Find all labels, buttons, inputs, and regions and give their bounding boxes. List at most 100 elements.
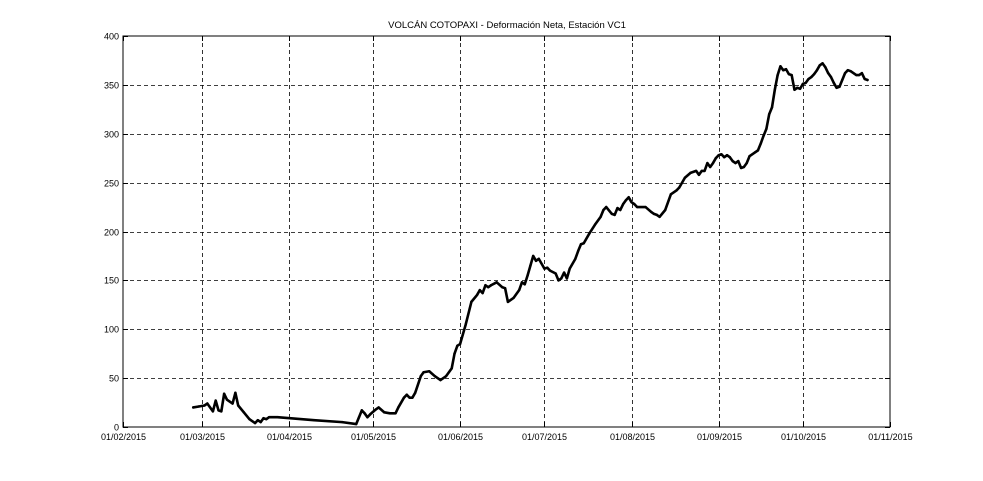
data-point: [652, 212, 656, 216]
data-point: [838, 85, 841, 89]
y-tick-label: 300: [104, 130, 119, 140]
data-point: [206, 402, 209, 405]
data-point: [554, 272, 557, 275]
data-point: [470, 300, 473, 304]
data-point: [613, 213, 616, 217]
y-tick-label: 50: [109, 374, 119, 384]
data-point: [675, 189, 678, 192]
data-point: [649, 210, 653, 214]
data-point: [796, 86, 799, 90]
data-point: [624, 199, 628, 202]
data-point: [753, 151, 757, 154]
data-point: [526, 274, 529, 277]
data-point: [683, 176, 687, 179]
data-point: [419, 374, 423, 378]
data-point: [762, 134, 765, 137]
data-point: [405, 393, 408, 396]
data-point: [242, 411, 246, 414]
data-point: [220, 410, 223, 413]
y-tick-label: 100: [104, 325, 119, 335]
grid: [123, 36, 890, 427]
data-point: [383, 411, 386, 414]
data-point: [548, 269, 552, 272]
data-point: [574, 257, 577, 261]
data-point: [863, 77, 866, 81]
data-point: [439, 378, 442, 382]
data-point: [509, 298, 512, 302]
data-point: [501, 286, 504, 289]
plot-frame: [122, 35, 891, 428]
data-point: [841, 78, 844, 82]
data-point: [481, 291, 484, 295]
data-point: [703, 169, 706, 173]
data-point: [801, 82, 805, 86]
data-point: [520, 281, 524, 284]
data-point: [203, 404, 206, 407]
data-point: [689, 171, 692, 175]
data-point: [815, 69, 819, 72]
data-point: [267, 416, 271, 419]
data-point: [664, 208, 667, 212]
data-point: [759, 142, 762, 145]
data-point: [394, 412, 397, 415]
data-point: [517, 288, 521, 292]
data-point: [829, 75, 833, 79]
data-point: [723, 156, 726, 159]
data-point: [402, 396, 406, 399]
data-point: [708, 165, 712, 169]
x-tick-label: 01/05/2015: [351, 432, 396, 442]
data-point: [576, 249, 580, 253]
data-point: [616, 206, 619, 210]
data-point: [444, 374, 448, 378]
data-point: [807, 77, 810, 81]
data-point: [192, 406, 195, 409]
data-point: [824, 66, 827, 69]
data-point: [487, 286, 490, 289]
data-point: [377, 406, 380, 409]
data-point: [731, 159, 734, 163]
data-point: [458, 342, 462, 346]
data-point: [798, 87, 802, 90]
data-point: [714, 156, 718, 160]
data-point: [756, 149, 760, 152]
data-point: [630, 200, 633, 204]
y-tick-label: 0: [114, 423, 119, 433]
x-tick-label: 01/10/2015: [781, 432, 826, 442]
data-point: [495, 281, 498, 284]
data-point: [214, 399, 217, 402]
data-point: [422, 371, 425, 374]
data-point: [582, 242, 585, 245]
data-point: [248, 417, 251, 421]
data-point: [605, 205, 608, 209]
data-point: [737, 159, 740, 163]
data-point: [363, 412, 366, 415]
x-tick-label: 01/11/2015: [868, 432, 912, 442]
data-point: [818, 64, 821, 67]
data-point: [602, 208, 605, 212]
data-point: [697, 173, 701, 177]
data-point: [369, 413, 372, 416]
data-point: [765, 127, 768, 131]
x-tick-label: 01/06/2015: [438, 432, 483, 442]
data-point: [700, 169, 703, 173]
data-point: [562, 271, 566, 274]
data-point: [579, 243, 583, 246]
data-point: [720, 153, 723, 156]
data-point: [855, 73, 858, 77]
data-point: [846, 69, 850, 72]
data-point: [770, 106, 774, 109]
data-point: [739, 166, 743, 170]
chart-title: VOLCÁN COTOPAXI - Deformación Neta, Esta…: [388, 20, 626, 31]
data-point: [225, 398, 229, 401]
y-tick-label: 150: [104, 276, 119, 286]
data-point: [633, 202, 636, 206]
data-point: [231, 402, 234, 405]
data-point: [821, 62, 824, 65]
data-point: [644, 205, 647, 209]
x-tick-label: 01/09/2015: [697, 432, 742, 442]
data-point: [826, 71, 830, 75]
data-point: [793, 88, 796, 91]
data-point: [236, 404, 240, 407]
data-point: [742, 165, 746, 169]
data-point: [782, 69, 785, 72]
